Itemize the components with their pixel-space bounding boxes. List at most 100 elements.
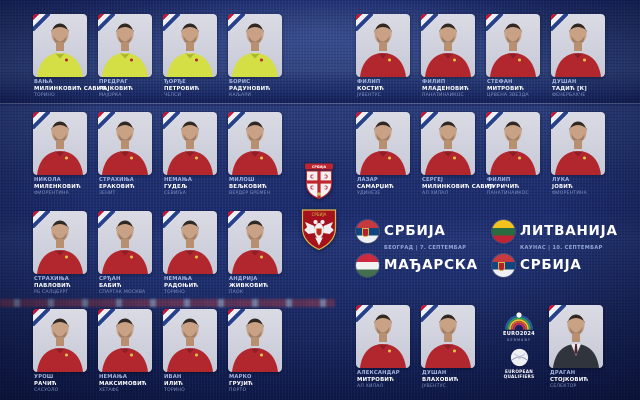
player-caption: ДУШАН ТАДИЋ [К] ФЕНЕРБАХЧЕ	[551, 79, 605, 98]
player-first-name: ЛУКА	[552, 177, 570, 184]
player-last-name: ВЕЉКОВИЋ	[229, 184, 267, 191]
player-club: САСУОЛО	[34, 388, 59, 394]
player-card: АЛЕКСАНДАР МИТРОВИЋ АЛ ХИЛАЛ	[356, 305, 410, 389]
serbia-tricolor-ribbon-icon	[33, 308, 50, 326]
player-avatar	[553, 314, 599, 368]
svg-text:С: С	[324, 186, 328, 192]
player-photo	[33, 14, 87, 77]
player-first-name: ДУШАН	[552, 79, 577, 85]
serbia-tricolor-ribbon-icon	[98, 14, 115, 31]
player-caption: СТРАХИЊА ПАВЛОВИЋ РБ САЛЦБУРГ	[33, 276, 87, 295]
player-last-name: БАБИЋ	[99, 282, 122, 289]
serbia-fa-crest-icon: СРБИЈА С С С С	[302, 163, 336, 201]
players-grid-strikers: АЛЕКСАНДАР МИТРОВИЋ АЛ ХИЛАЛ ДУШАН ВЛАХОВИЋ Ј…	[356, 305, 475, 389]
players-grid-right: ФИЛИП КОСТИЋ ЈУВЕНТУС ФИЛИП МЛАДЕНОВИЋ ПАНАТИ…	[356, 14, 605, 197]
serbia-tricolor-ribbon-icon	[228, 308, 245, 326]
serbia-tricolor-ribbon-icon	[228, 112, 245, 130]
player-caption: СТЕФАН МИТРОВИЋ ЦРВЕНА ЗВЕЗДА	[486, 79, 540, 99]
player-caption: СЕРГЕЈ МИЛИНКОВИЋ САВИЋ АЛ ХИЛАЛ	[421, 177, 495, 196]
player-first-name: ФИЛИП	[422, 79, 446, 85]
serbia-tricolor-ribbon-icon	[421, 305, 438, 322]
fixture-1: СРБИЈА БЕОГРАД | 7. СЕПТЕМБАР МАЂАРСКА	[356, 219, 477, 277]
player-caption: ДУШАН ВЛАХОВИЋ ЈУВЕНТУС	[421, 370, 475, 389]
player-first-name: СТРАХИЊА	[99, 177, 134, 184]
player-first-name: АЛЕКСАНДАР	[357, 370, 400, 376]
player-last-name: САМАРЏИЋ	[357, 184, 394, 191]
fixture-home-team: СРБИЈА	[384, 223, 446, 239]
player-avatar	[37, 220, 83, 274]
player-club: ЦРВЕНА ЗВЕЗДА	[487, 93, 529, 99]
player-card: СРЂАН БАБИЋ СПАРТАК МОСКВА	[98, 210, 152, 295]
players-grid-left: ВАЊА МИЛИНКОВИЋ САВИЋ ТОРИНО ПРЕДРАГ РАЈКОВИ…	[33, 14, 282, 393]
player-avatar	[167, 23, 213, 77]
player-club: ФИОРЕНТИНА	[34, 191, 69, 197]
serbia-tricolor-ribbon-icon	[421, 14, 438, 31]
player-photo	[549, 305, 603, 368]
player-first-name: НЕМАЊА	[164, 275, 193, 282]
player-card: ФИЛИП МЛАДЕНОВИЋ ПАНАТИНАИКОС	[421, 14, 475, 98]
player-avatar	[360, 314, 406, 368]
player-club: ПАОК	[229, 289, 244, 295]
player-photo	[98, 210, 152, 274]
player-photo	[98, 112, 152, 176]
player-card: ЛАЗАР САМАРЏИЋ УДИНЕЗЕ	[356, 112, 410, 196]
player-avatar	[102, 23, 148, 77]
hungary-flag-icon	[356, 253, 379, 277]
player-avatar	[102, 318, 148, 372]
player-photo	[98, 14, 152, 77]
player-avatar	[37, 318, 83, 372]
player-card: НИКОЛА МИЛЕНКОВИЋ ФИОРЕНТИНА	[33, 112, 87, 196]
player-photo	[356, 112, 410, 176]
player-caption: ЛУКА ЈОВИЋ ФИОРЕНТИНА	[551, 177, 605, 196]
player-avatar	[490, 121, 536, 176]
player-last-name: СТОЈКОВИЋ	[550, 376, 589, 383]
player-club: ПОРТО	[229, 388, 247, 394]
fixture-away-row: СРБИЈА	[492, 253, 610, 277]
player-photo	[228, 112, 282, 176]
player-club: СЕЛЕКТОР	[550, 384, 577, 390]
player-card: НЕМАЊА МАКСИМОВИЋ ХЕТАФЕ	[98, 308, 152, 394]
player-photo	[421, 14, 475, 77]
player-last-name: МИЛИНКОВИЋ САВИЋ	[422, 184, 495, 191]
player-club: ТОРИНО	[164, 388, 185, 394]
player-last-name: МИЛЕНКОВИЋ	[34, 184, 81, 191]
player-photo	[486, 112, 540, 176]
player-photo	[228, 308, 282, 372]
player-club: ХЕТАФЕ	[99, 388, 120, 394]
player-card: МИЛОШ ВЕЉКОВИЋ ВЕРДЕР БРЕМЕН	[228, 112, 282, 196]
player-last-name: МАКСИМОВИЋ	[99, 380, 147, 387]
player-caption: АНДРИЈА ЖИВКОВИЋ ПАОК	[228, 276, 282, 295]
player-avatar	[555, 121, 601, 176]
serbia-tricolor-ribbon-icon	[551, 112, 568, 130]
player-card: ДУШАН ВЛАХОВИЋ ЈУВЕНТУС	[421, 305, 475, 389]
player-club: ПАНАТИНАИКОС	[422, 93, 464, 99]
player-last-name: ИЛИЋ	[164, 380, 184, 387]
player-photo	[421, 305, 475, 368]
player-avatar	[37, 121, 83, 176]
player-last-name: ЈОВИЋ	[552, 184, 573, 191]
player-first-name: ФИЛИП	[357, 79, 381, 85]
player-last-name: ГРУЈИЋ	[229, 380, 253, 387]
player-photo	[98, 308, 152, 372]
player-card: ЛУКА ЈОВИЋ ФИОРЕНТИНА	[551, 112, 605, 196]
player-avatar	[232, 318, 278, 372]
player-club: АЛ ХИЛАЛ	[357, 384, 384, 390]
player-last-name: ВЛАХОВИЋ	[422, 376, 459, 383]
player-card: НЕМАЊА ГУДЕЉ СЕВИЉА	[163, 112, 217, 196]
serbia-tricolor-ribbon-icon	[163, 112, 180, 130]
svg-text:С: С	[324, 175, 328, 181]
serbia-tricolor-ribbon-icon	[98, 210, 115, 228]
player-photo	[33, 112, 87, 176]
player-photo	[356, 305, 410, 368]
serbia-tricolor-ribbon-icon	[228, 210, 245, 228]
player-last-name: КОСТИЋ	[357, 85, 385, 92]
player-card: СТЕФАН МИТРОВИЋ ЦРВЕНА ЗВЕЗДА	[486, 14, 540, 98]
player-last-name: МЛАДЕНОВИЋ	[422, 85, 469, 92]
player-card: БОРИС РАДУНОВИЋ КАЉАРИ	[228, 14, 282, 98]
player-club: ТОРИНО	[34, 93, 55, 99]
player-club: ПАНАТИНАИКОС	[487, 191, 529, 197]
player-photo	[33, 210, 87, 274]
player-photo	[486, 14, 540, 77]
player-last-name: ЂУРИЧИЋ	[487, 184, 520, 191]
player-club: КАЉАРИ	[229, 93, 251, 99]
